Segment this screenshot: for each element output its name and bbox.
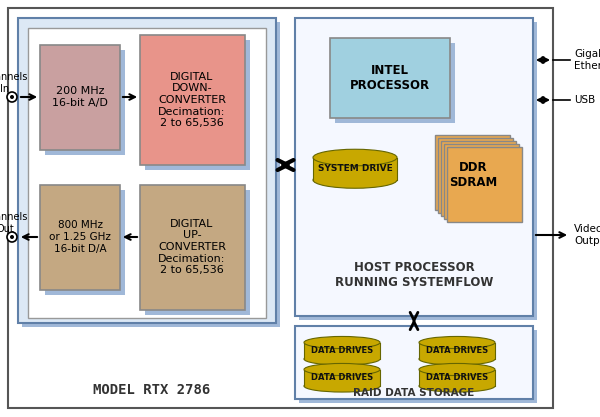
- Circle shape: [7, 92, 17, 102]
- Bar: [444, 144, 519, 219]
- Text: DIGITAL
UP-
CONVERTER
Decimation:
2 to 65,536: DIGITAL UP- CONVERTER Decimation: 2 to 6…: [158, 219, 226, 275]
- Bar: [45, 50, 125, 155]
- Ellipse shape: [304, 364, 380, 376]
- Ellipse shape: [313, 172, 397, 188]
- Text: 800 MHz
or 1.25 GHz
16-bit D/A: 800 MHz or 1.25 GHz 16-bit D/A: [49, 221, 111, 254]
- Text: Gigabit
Ethernet: Gigabit Ethernet: [574, 49, 600, 71]
- Circle shape: [10, 95, 14, 99]
- Circle shape: [7, 232, 17, 242]
- Bar: [18, 18, 276, 323]
- Bar: [45, 190, 125, 295]
- Ellipse shape: [419, 337, 495, 349]
- Ellipse shape: [313, 149, 397, 166]
- Bar: [140, 35, 245, 165]
- Text: DATA DRIVES: DATA DRIVES: [311, 346, 373, 355]
- Text: DIGITAL
DOWN-
CONVERTER
Decimation:
2 to 65,536: DIGITAL DOWN- CONVERTER Decimation: 2 to…: [158, 72, 226, 128]
- Bar: [40, 185, 120, 290]
- Bar: [22, 22, 280, 327]
- Bar: [145, 40, 250, 170]
- Bar: [313, 158, 397, 180]
- Ellipse shape: [419, 364, 495, 376]
- Bar: [435, 135, 510, 210]
- Bar: [299, 330, 537, 403]
- Text: DATA DRIVES: DATA DRIVES: [426, 373, 488, 382]
- Text: MODEL RTX 2786: MODEL RTX 2786: [94, 383, 211, 397]
- Text: Video
Output: Video Output: [574, 224, 600, 246]
- Bar: [40, 45, 120, 150]
- Ellipse shape: [304, 380, 380, 392]
- Text: DATA DRIVES: DATA DRIVES: [426, 346, 488, 355]
- Ellipse shape: [304, 337, 380, 349]
- Bar: [447, 147, 522, 222]
- Bar: [304, 369, 380, 386]
- Bar: [419, 369, 495, 386]
- Bar: [299, 22, 537, 320]
- Bar: [419, 342, 495, 359]
- Bar: [438, 138, 513, 213]
- Text: RAID DATA STORAGE: RAID DATA STORAGE: [353, 388, 475, 398]
- Ellipse shape: [419, 353, 495, 365]
- Text: Channels
In: Channels In: [0, 72, 28, 94]
- Text: HOST PROCESSOR
RUNNING SYSTEMFLOW: HOST PROCESSOR RUNNING SYSTEMFLOW: [335, 261, 493, 289]
- Bar: [295, 326, 533, 399]
- Bar: [28, 28, 266, 318]
- Text: INTEL
PROCESSOR: INTEL PROCESSOR: [350, 64, 430, 92]
- Bar: [140, 185, 245, 310]
- Bar: [304, 342, 380, 359]
- Text: DATA DRIVES: DATA DRIVES: [311, 373, 373, 382]
- Bar: [335, 43, 455, 123]
- Bar: [295, 18, 533, 316]
- Text: SYSTEM DRIVE: SYSTEM DRIVE: [317, 163, 392, 173]
- Text: Channels
Out: Channels Out: [0, 212, 28, 234]
- Ellipse shape: [304, 353, 380, 365]
- Ellipse shape: [419, 380, 495, 392]
- Text: DDR
SDRAM: DDR SDRAM: [449, 161, 497, 189]
- Bar: [441, 141, 516, 216]
- Circle shape: [10, 235, 14, 239]
- Text: 200 MHz
16-bit A/D: 200 MHz 16-bit A/D: [52, 86, 108, 108]
- Bar: [330, 38, 450, 118]
- Text: USB: USB: [574, 95, 595, 105]
- Bar: [145, 190, 250, 315]
